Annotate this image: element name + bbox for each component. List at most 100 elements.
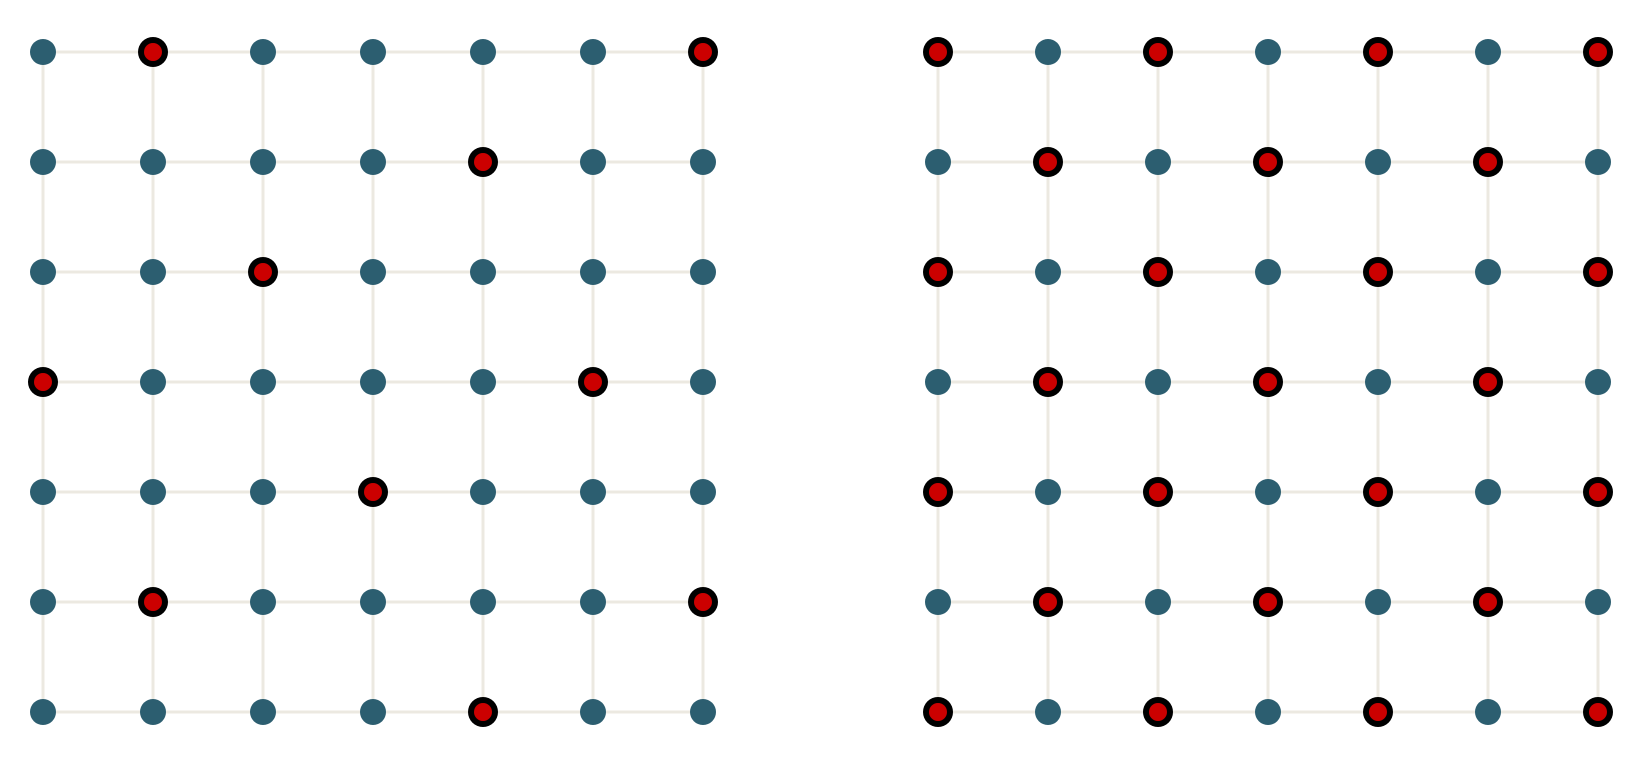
node [925, 589, 951, 615]
node [1035, 699, 1061, 725]
marked-node-dot [34, 373, 52, 391]
node [470, 369, 496, 395]
node [580, 149, 606, 175]
node [140, 699, 166, 725]
marked-node-dot [694, 43, 712, 61]
marked-node-dot [474, 153, 492, 171]
node [1035, 479, 1061, 505]
marked-node-dot [1589, 263, 1607, 281]
node [580, 589, 606, 615]
marked-node [923, 257, 953, 287]
marked-node [1143, 37, 1173, 67]
node [1145, 149, 1171, 175]
marked-node [138, 587, 168, 617]
node [30, 699, 56, 725]
node [925, 369, 951, 395]
node [250, 589, 276, 615]
marked-node-dot [1149, 703, 1167, 721]
marked-node [1033, 367, 1063, 397]
marked-node-dot [1149, 483, 1167, 501]
node [580, 479, 606, 505]
node [1365, 369, 1391, 395]
node [140, 259, 166, 285]
marked-node [923, 477, 953, 507]
marked-node [578, 367, 608, 397]
node [360, 369, 386, 395]
marked-node [1363, 257, 1393, 287]
node [1255, 259, 1281, 285]
marked-node [688, 587, 718, 617]
node [470, 589, 496, 615]
marked-node [1253, 587, 1283, 617]
marked-node-dot [1259, 373, 1277, 391]
left-grid [28, 37, 718, 727]
node [470, 259, 496, 285]
marked-node-dot [1589, 703, 1607, 721]
node [250, 149, 276, 175]
marked-node [1143, 697, 1173, 727]
marked-node [1473, 147, 1503, 177]
marked-node [688, 37, 718, 67]
marked-node-dot [929, 43, 947, 61]
marked-node [1363, 37, 1393, 67]
marked-node-dot [1259, 153, 1277, 171]
node [1475, 479, 1501, 505]
marked-node [1253, 367, 1283, 397]
node [690, 479, 716, 505]
node [1475, 39, 1501, 65]
marked-node [1473, 367, 1503, 397]
marked-node [923, 37, 953, 67]
node [1035, 259, 1061, 285]
marked-node-dot [1589, 43, 1607, 61]
node [30, 589, 56, 615]
node [1145, 589, 1171, 615]
node [360, 259, 386, 285]
marked-node [1253, 147, 1283, 177]
node [360, 589, 386, 615]
node [1365, 149, 1391, 175]
node [30, 259, 56, 285]
node [250, 369, 276, 395]
node [1475, 699, 1501, 725]
marked-node-dot [929, 263, 947, 281]
node [1145, 369, 1171, 395]
marked-node-dot [144, 43, 162, 61]
node [360, 699, 386, 725]
marked-node [138, 37, 168, 67]
marked-node [1583, 477, 1613, 507]
marked-node-dot [1479, 593, 1497, 611]
marked-node [923, 697, 953, 727]
node [360, 149, 386, 175]
node [1365, 589, 1391, 615]
node [250, 699, 276, 725]
marked-node-dot [1259, 593, 1277, 611]
node [925, 149, 951, 175]
marked-node-dot [1479, 153, 1497, 171]
node [30, 39, 56, 65]
marked-node [1583, 257, 1613, 287]
marked-node-dot [1369, 703, 1387, 721]
node [690, 149, 716, 175]
marked-node [1143, 257, 1173, 287]
node [580, 699, 606, 725]
right-grid [923, 37, 1613, 727]
marked-node-dot [694, 593, 712, 611]
marked-node-dot [254, 263, 272, 281]
node [1255, 479, 1281, 505]
node [140, 369, 166, 395]
marked-node-dot [364, 483, 382, 501]
marked-node-dot [929, 483, 947, 501]
node [690, 369, 716, 395]
marked-node [468, 147, 498, 177]
node [470, 479, 496, 505]
node [690, 699, 716, 725]
node [1035, 39, 1061, 65]
node [250, 39, 276, 65]
marked-node [1033, 147, 1063, 177]
marked-node-dot [1039, 593, 1057, 611]
node [140, 149, 166, 175]
node [250, 479, 276, 505]
node [360, 39, 386, 65]
node [140, 479, 166, 505]
